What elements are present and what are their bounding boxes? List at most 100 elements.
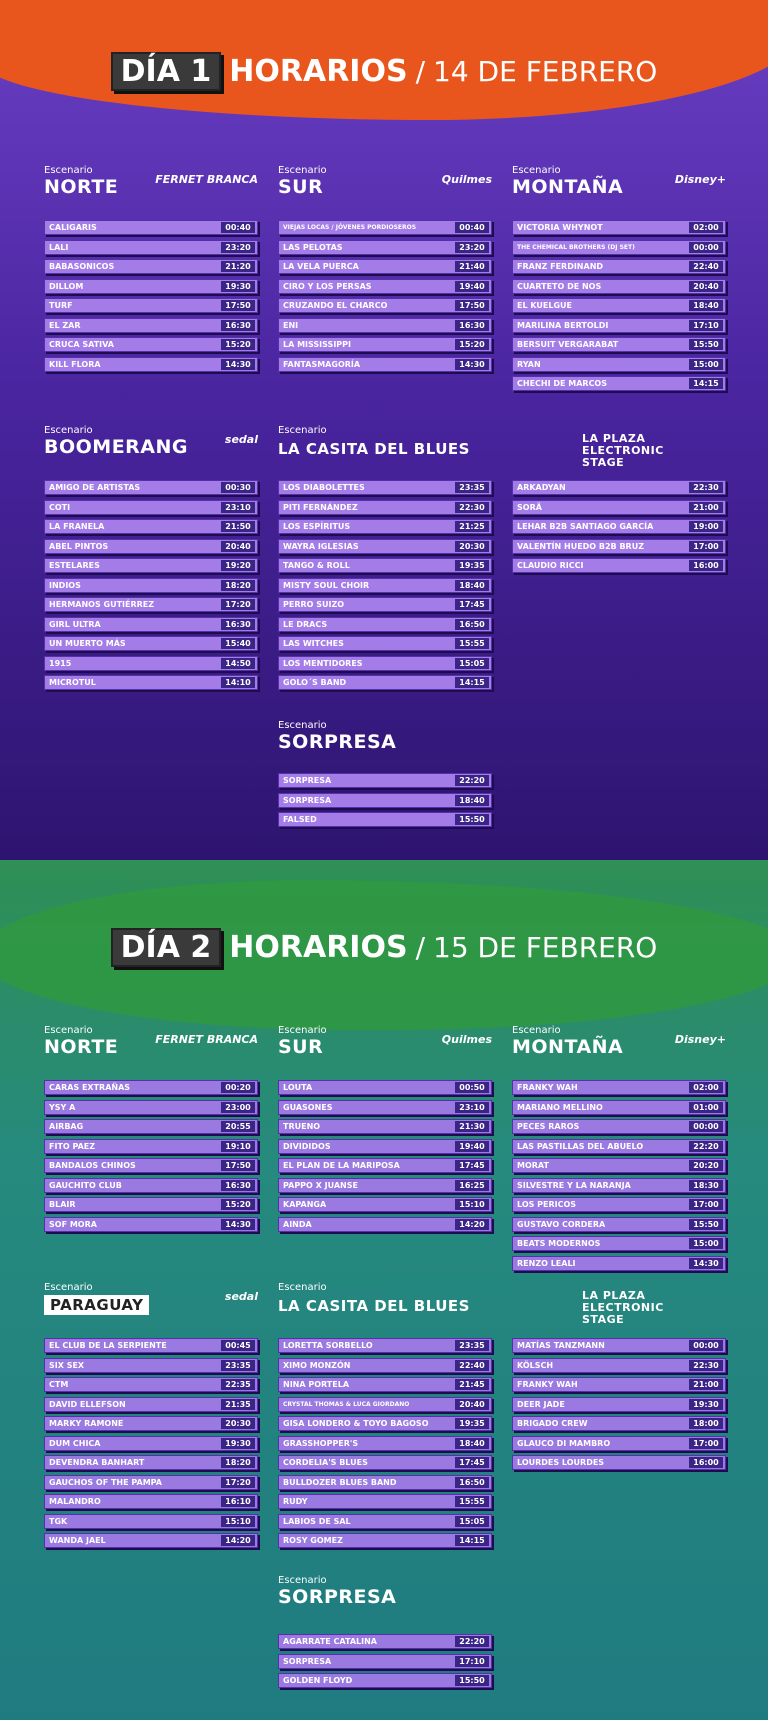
stage-header: LA PLAZA ELECTRONIC STAGE [512,425,726,469]
stage-label: Escenario [278,720,327,731]
act-time: 20:55 [221,1121,255,1132]
act-time: 22:40 [455,1359,489,1371]
act-row: CRYSTAL THOMAS & LUCA GIORDANO 20:40 [278,1396,492,1412]
sponsor-logo: sedal [224,1290,258,1303]
act-time: 20:30 [221,1418,255,1429]
act-time: 23:35 [221,1359,255,1371]
act-name: ARKADYAN [517,483,566,492]
stage-name: MONTAÑA [512,1036,624,1058]
act-name: CRYSTAL THOMAS & LUCA GIORDANO [283,1400,410,1408]
act-name: LA FRANELA [49,522,105,531]
act-time: 23:10 [221,501,255,513]
act-time: 21:20 [221,261,255,272]
act-name: CALIGARIS [49,223,97,232]
act-row: PAPPO X JUANSE 16:25 [278,1177,492,1193]
act-time: 22:20 [689,1140,723,1152]
act-time: 14:10 [221,677,255,688]
act-time: 23:20 [221,241,255,253]
act-time: 15:05 [455,657,489,669]
act-time: 17:10 [689,319,723,331]
act-time: 01:00 [689,1101,723,1113]
act-name: FRANKY WAH [517,1380,578,1389]
act-name: RENZO LEALI [517,1258,576,1268]
act-name: EL ZAR [49,320,81,330]
act-name: BERSUIT VERGARABAT [517,340,619,349]
stage-header: Escenario SORPRESA [278,1575,492,1608]
act-name: FANTASMAGORÍA [283,359,361,369]
act-time: 14:30 [455,358,489,370]
act-name: EL CLUB DE LA SERPIENTE [49,1341,167,1350]
act-row: MATÍAS TANZMANN 00:00 [512,1338,726,1353]
act-name: GISA LONDERO & TOYO BAGOSO [283,1419,429,1428]
act-row: 1915 14:50 [44,655,258,671]
act-row: GRASSHOPPER'S 18:40 [278,1435,492,1451]
stage-name: PARAGUAY [44,1295,150,1315]
act-row: MALANDRO 16:10 [44,1494,258,1509]
act-row: BEATS MODERNOS 15:00 [512,1236,726,1251]
act-name: CRUCA SATIVA [49,340,114,349]
act-row: DEVENDRA BANHART 18:20 [44,1455,258,1470]
act-time: 16:30 [221,618,255,630]
act-time: 15:55 [455,638,489,649]
act-name: TRUENO [283,1122,321,1131]
act-row: CUARTETO DE NOS 20:40 [512,278,726,294]
act-time: 14:50 [221,657,255,669]
act-name: LOS DIABOLETTES [283,483,365,492]
act-name: MALANDRO [49,1497,101,1506]
act-time: 17:00 [689,1199,723,1210]
stage-name: NORTE [44,1036,119,1058]
act-name: DILLOM [49,281,84,291]
stage-header: Escenario SUR Quilmes [278,165,492,198]
act-row: LORETTA SORBELLO 23:35 [278,1338,492,1353]
act-row: MARILINA BERTOLDI 17:10 [512,317,726,333]
act-row: LOURDES LOURDES 16:00 [512,1455,726,1470]
act-time: 00:00 [689,241,723,253]
act-time: 18:20 [221,1457,255,1468]
act-name: LOS MENTIDORES [283,658,363,668]
act-time: 17:50 [221,300,255,311]
act-time: 17:10 [455,1655,489,1667]
act-time: 00:20 [221,1082,255,1093]
sponsor-logo: Disney+ [674,173,726,186]
act-row: CALIGARIS 00:40 [44,220,258,235]
act-name: KÖLSCH [517,1360,554,1370]
act-name: AMIGO DE ARTISTAS [49,483,141,492]
stage-header: Escenario BOOMERANG sedal [44,425,258,458]
act-row: XIMO MONZÓN 22:40 [278,1357,492,1373]
act-name: GAUCHOS OF THE PAMPA [49,1477,162,1487]
act-time: 21:40 [455,261,489,272]
stage-name: SORPRESA [278,1586,397,1608]
act-row: GLAUCO DI MAMBRO 17:00 [512,1435,726,1451]
act-time: 15:10 [455,1199,489,1210]
stage-name: NORTE [44,176,119,198]
act-name: LAS PASTILLAS DEL ABUELO [517,1141,644,1151]
act-row: TANGO & ROLL 19:35 [278,558,492,573]
act-name: CTM [49,1380,69,1389]
act-time: 00:40 [221,222,255,233]
act-name: WAYRA IGLESIAS [283,541,359,551]
act-row: CHECHI DE MARCOS 14:15 [512,376,726,391]
act-name: GLAUCO DI MAMBRO [517,1438,611,1448]
act-time: 16:50 [455,1476,489,1488]
act-name: DAVID ELLEFSON [49,1399,126,1409]
act-name: SOF MORA [49,1219,97,1229]
act-row: SORPRESA 18:40 [278,792,492,808]
act-name: THE CHEMICAL BROTHERS (DJ SET) [517,243,635,251]
act-row: WANDA JAEL 14:20 [44,1533,258,1548]
act-time: 17:00 [689,1437,723,1449]
act-time: 00:45 [221,1340,255,1351]
act-name: YSY A [49,1102,76,1112]
act-row: DILLOM 19:30 [44,278,258,294]
stage-label: Escenario [278,425,327,436]
act-name: MISTY SOUL CHOIR [283,580,370,590]
act-name: PERRO SUIZO [283,600,345,609]
act-row: PERRO SUIZO 17:45 [278,597,492,612]
separator: / [415,931,426,964]
sponsor-logo: FERNET BRANCA [155,1033,258,1046]
act-row: KAPANGA 15:10 [278,1197,492,1212]
act-name: VICTORIA WHYNOT [517,223,603,232]
act-time: 16:30 [455,319,489,331]
act-row: GAUCHOS OF THE PAMPA 17:20 [44,1474,258,1490]
act-row: EL KUELGUE 18:40 [512,298,726,313]
